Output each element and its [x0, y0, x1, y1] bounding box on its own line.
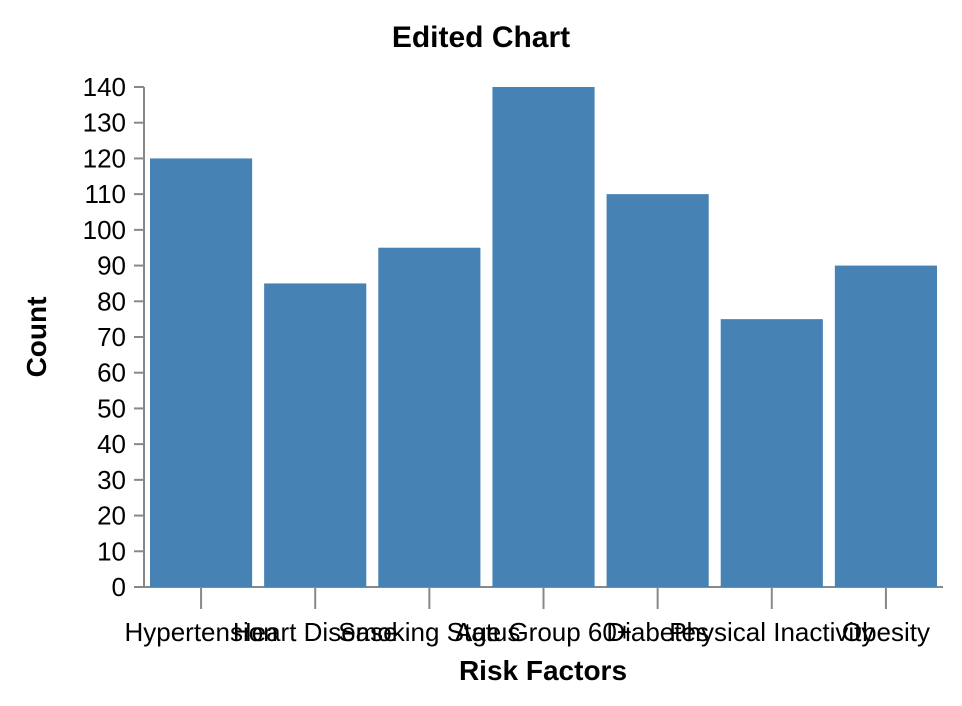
x-tick-label: Physical Inactivity [669, 617, 874, 647]
bar [720, 319, 823, 587]
y-tick-label: 90 [97, 251, 126, 281]
y-tick-label: 10 [97, 536, 126, 566]
y-tick-label: 70 [97, 322, 126, 352]
bar [492, 87, 595, 587]
bar [378, 247, 481, 587]
x-tick-label: Obesity [842, 617, 930, 647]
bar [834, 265, 937, 587]
x-tick-label: Heart Disease [233, 617, 398, 647]
y-tick-label: 50 [97, 393, 126, 423]
y-axis: 0 10 20 30 40 50 60 70 80 90 100 110 120 130 140 [83, 72, 145, 602]
y-tick-label: 0 [112, 572, 126, 602]
bar [606, 194, 709, 587]
chart-title: Edited Chart [392, 21, 570, 54]
bar-series [150, 87, 937, 587]
x-tick-label: Smoking Status [338, 617, 520, 647]
x-tick-label: Diabetes [606, 617, 709, 647]
y-tick-label: 40 [97, 429, 126, 459]
bar [150, 158, 253, 587]
y-tick-label: 30 [97, 465, 126, 495]
y-tick-label: 80 [97, 286, 126, 316]
bar [264, 283, 367, 587]
y-tick-label: 130 [83, 108, 126, 138]
x-tick-label: Age Group 60+ [455, 617, 632, 647]
y-tick-label: 140 [83, 72, 126, 102]
y-tick-label: 110 [85, 179, 126, 209]
y-tick-label: 100 [83, 215, 126, 245]
y-tick-label: 120 [83, 143, 126, 173]
y-axis-title: Count [21, 297, 52, 378]
y-tick-label: 20 [97, 501, 126, 531]
y-tick-label: 60 [97, 358, 126, 388]
x-tick-label: Hypertension [124, 617, 277, 647]
x-axis-title: Risk Factors [459, 655, 627, 686]
